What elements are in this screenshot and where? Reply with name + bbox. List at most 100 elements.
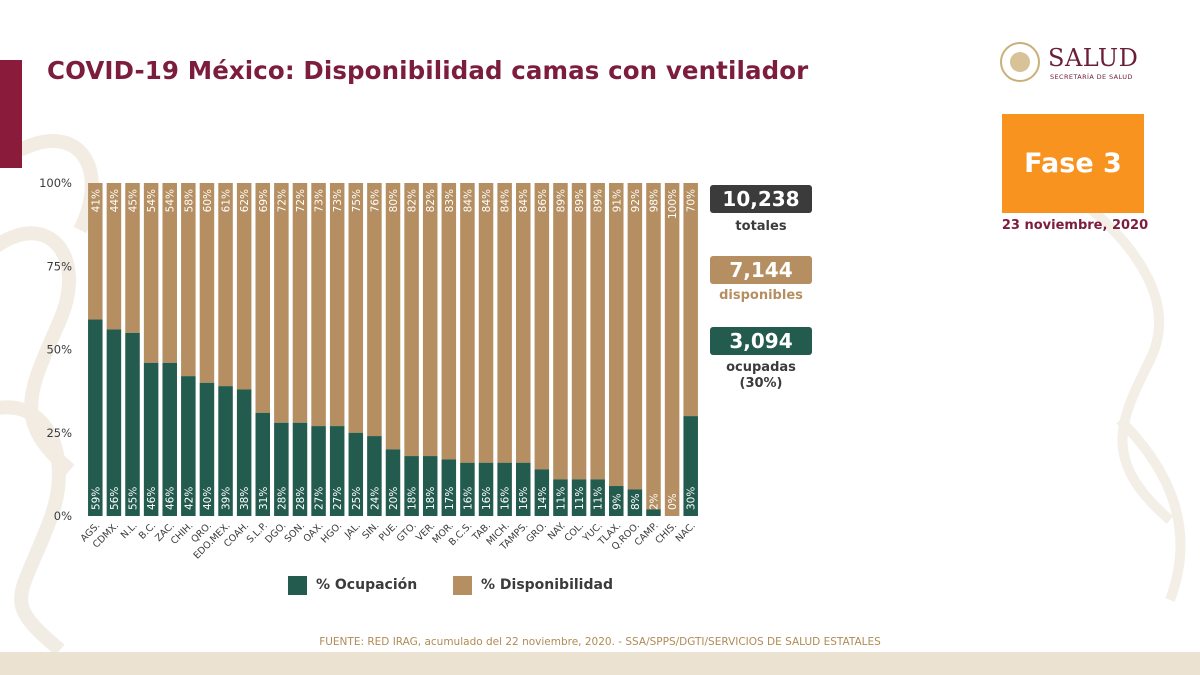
bar-ocupacion xyxy=(422,456,438,516)
data-label-ocupacion: 14% xyxy=(537,487,549,510)
salud-logo: SALUD SECRETARÍA DE SALUD xyxy=(996,42,1156,90)
x-tick-label: N.L. xyxy=(119,520,140,541)
bar-disponibilidad xyxy=(553,183,568,480)
data-label-ocupacion: 46% xyxy=(146,487,158,510)
data-label-disponibilidad: 98% xyxy=(648,189,660,212)
y-tick-label: 0% xyxy=(54,509,72,523)
legend-swatch-disponibilidad xyxy=(453,576,472,595)
data-label-ocupacion: 16% xyxy=(462,487,474,510)
data-label-disponibilidad: 80% xyxy=(388,189,400,212)
y-tick-label: 25% xyxy=(46,426,72,440)
x-tick-label: JAL. xyxy=(342,520,363,541)
bar-ocupacion xyxy=(367,436,382,516)
data-label-disponibilidad: 89% xyxy=(555,189,567,212)
x-tick-label: NAC. xyxy=(674,520,698,544)
available-beds-label: disponibles xyxy=(719,288,803,303)
bar-ocupacion xyxy=(311,426,326,516)
data-label-ocupacion: 27% xyxy=(332,487,344,510)
bar-disponibilidad xyxy=(590,183,605,480)
bar-disponibilidad xyxy=(478,183,494,463)
x-tick-label: HGO. xyxy=(319,520,344,545)
bar-disponibilidad xyxy=(255,183,271,413)
bar-ocupacion xyxy=(88,319,103,516)
bar-ocupacion xyxy=(553,479,568,516)
data-label-ocupacion: 8% xyxy=(630,493,642,510)
bar-disponibilidad xyxy=(236,183,252,390)
bar-disponibilidad xyxy=(88,183,103,320)
data-label-ocupacion: 39% xyxy=(221,487,233,510)
bar-ocupacion xyxy=(683,416,698,516)
bar-disponibilidad xyxy=(627,183,643,490)
y-tick-label: 50% xyxy=(46,343,72,357)
y-tick-label: 100% xyxy=(39,176,72,190)
data-label-ocupacion: 18% xyxy=(407,487,419,510)
data-label-disponibilidad: 91% xyxy=(611,189,623,212)
data-label-ocupacion: 38% xyxy=(239,487,251,510)
data-label-ocupacion: 31% xyxy=(258,487,270,510)
bar-ocupacion xyxy=(441,459,457,516)
data-label-ocupacion: 16% xyxy=(481,487,493,510)
phase-badge: Fase 3 xyxy=(1002,114,1144,213)
occupied-label-text: ocupadas xyxy=(726,360,796,375)
bar-disponibilidad xyxy=(404,183,419,457)
data-label-disponibilidad: 72% xyxy=(295,189,307,212)
bar-disponibilidad xyxy=(460,183,475,463)
occupied-label-pct: (30%) xyxy=(739,376,783,391)
x-tick-label: CHIS. xyxy=(653,520,679,546)
bar-ocupacion xyxy=(404,456,419,516)
logo-name: SALUD xyxy=(1048,44,1139,72)
bar-disponibilidad xyxy=(181,183,196,377)
bar-ocupacion xyxy=(385,449,401,516)
bar-disponibilidad xyxy=(199,183,215,383)
bar-disponibilidad xyxy=(609,183,624,487)
bar-ocupacion xyxy=(590,479,605,516)
data-label-ocupacion: 56% xyxy=(109,487,121,510)
data-label-disponibilidad: 61% xyxy=(221,189,233,212)
data-label-disponibilidad: 41% xyxy=(90,189,102,212)
bar-ocupacion xyxy=(143,362,159,516)
data-label-disponibilidad: 72% xyxy=(276,189,288,212)
data-label-disponibilidad: 92% xyxy=(630,189,642,212)
bar-ocupacion xyxy=(255,412,271,516)
total-beds-label: totales xyxy=(735,219,787,234)
bar-disponibilidad xyxy=(106,183,122,330)
bar-ocupacion xyxy=(497,462,512,516)
data-label-disponibilidad: 82% xyxy=(407,189,419,212)
bar-ocupacion xyxy=(125,332,140,516)
bar-ocupacion xyxy=(329,426,345,516)
data-label-ocupacion: 11% xyxy=(593,487,605,510)
bar-ocupacion xyxy=(534,469,550,516)
bar-ocupacion xyxy=(199,382,215,516)
data-label-disponibilidad: 58% xyxy=(183,189,195,212)
data-label-disponibilidad: 76% xyxy=(369,189,381,212)
bar-ocupacion xyxy=(274,422,289,516)
data-label-disponibilidad: 84% xyxy=(481,189,493,212)
x-tick-label: COL. xyxy=(563,520,587,544)
data-label-ocupacion: 27% xyxy=(314,487,326,510)
bar-disponibilidad xyxy=(292,183,308,423)
bar-ocupacion xyxy=(218,386,233,516)
data-label-ocupacion: 30% xyxy=(686,487,698,510)
x-tick-label: GTO. xyxy=(395,520,419,544)
data-label-disponibilidad: 73% xyxy=(332,189,344,212)
data-label-disponibilidad: 44% xyxy=(109,189,121,212)
bar-disponibilidad xyxy=(664,183,680,516)
data-label-disponibilidad: 70% xyxy=(686,189,698,212)
x-tick-label: SON. xyxy=(283,520,307,544)
bar-ocupacion xyxy=(348,432,364,516)
bar-disponibilidad xyxy=(683,183,698,417)
data-label-ocupacion: 40% xyxy=(202,487,214,510)
bar-disponibilidad xyxy=(385,183,401,450)
data-label-ocupacion: 28% xyxy=(295,487,307,510)
bar-ocupacion xyxy=(460,462,475,516)
data-label-disponibilidad: 73% xyxy=(314,189,326,212)
bar-ocupacion xyxy=(181,376,196,516)
bar-disponibilidad xyxy=(534,183,550,470)
bar-disponibilidad xyxy=(497,183,512,463)
report-date: 23 noviembre, 2020 xyxy=(1001,218,1149,233)
bar-ocupacion xyxy=(106,329,122,516)
bar-ocupacion xyxy=(162,362,177,516)
data-label-disponibilidad: 60% xyxy=(202,189,214,212)
available-beds-value: 7,144 xyxy=(710,256,812,284)
footer-bar xyxy=(0,652,1200,675)
